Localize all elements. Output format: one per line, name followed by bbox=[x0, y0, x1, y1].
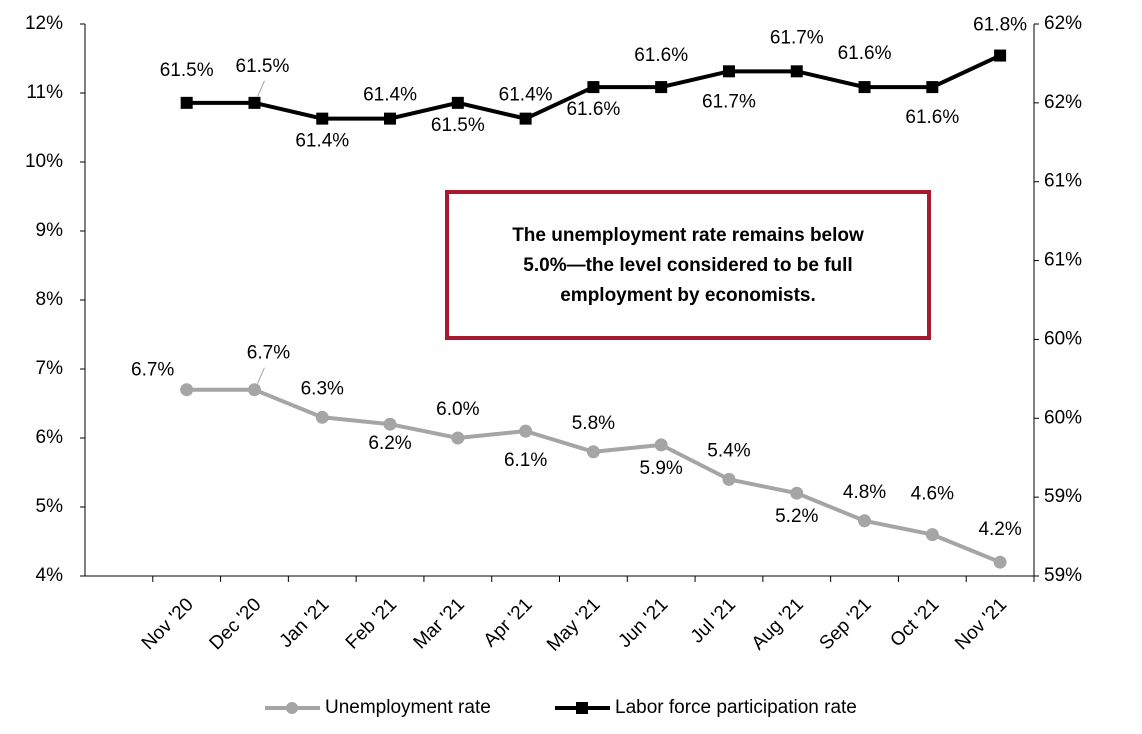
x-tick-label: Jan '21 bbox=[276, 594, 334, 652]
marker bbox=[587, 81, 600, 94]
marker bbox=[315, 410, 329, 424]
y2-tick-label: 59% bbox=[1044, 565, 1082, 586]
y2-tick-label: 60% bbox=[1044, 407, 1082, 428]
y-tick-label: 9% bbox=[36, 220, 64, 241]
y2-tick-label: 61% bbox=[1044, 250, 1082, 271]
legend-marker bbox=[286, 702, 298, 714]
y-tick-label: 4% bbox=[36, 565, 64, 586]
marker bbox=[858, 514, 872, 528]
marker bbox=[994, 49, 1007, 62]
data-label: 6.0% bbox=[436, 399, 479, 420]
leader-line bbox=[257, 80, 265, 98]
marker bbox=[180, 383, 194, 397]
y2-tick-label: 60% bbox=[1044, 328, 1082, 349]
y-tick-label: 12% bbox=[25, 13, 63, 34]
data-label: 61.5% bbox=[431, 115, 485, 136]
marker bbox=[926, 81, 939, 94]
marker bbox=[790, 65, 803, 78]
data-label: 6.3% bbox=[301, 378, 344, 399]
annotation-text: employment by economists. bbox=[560, 285, 816, 306]
marker bbox=[858, 81, 871, 94]
data-label: 6.1% bbox=[504, 450, 547, 471]
annotation-text: The unemployment rate remains below bbox=[512, 225, 864, 246]
data-label: 4.2% bbox=[978, 519, 1021, 540]
y2-tick-label: 62% bbox=[1044, 92, 1082, 113]
data-label: 6.2% bbox=[368, 433, 411, 454]
marker bbox=[248, 96, 261, 109]
data-label: 61.4% bbox=[499, 85, 553, 106]
data-label: 61.4% bbox=[295, 131, 349, 152]
legend-label: Unemployment rate bbox=[325, 697, 491, 718]
marker bbox=[722, 472, 736, 486]
data-label: 5.2% bbox=[775, 506, 818, 527]
data-label: 5.9% bbox=[640, 458, 683, 479]
marker bbox=[384, 112, 397, 125]
data-label: 4.6% bbox=[911, 484, 954, 505]
data-label: 61.6% bbox=[905, 107, 959, 128]
marker bbox=[655, 81, 668, 94]
x-tick-label: Oct '21 bbox=[886, 594, 943, 651]
y-tick-label: 10% bbox=[25, 151, 63, 172]
marker bbox=[925, 528, 939, 542]
data-label: 61.4% bbox=[363, 85, 417, 106]
x-tick-label: Dec '20 bbox=[206, 594, 266, 654]
marker bbox=[316, 112, 329, 125]
y-tick-label: 6% bbox=[36, 427, 64, 448]
marker bbox=[383, 417, 397, 431]
annotation-box bbox=[445, 190, 931, 340]
marker bbox=[519, 424, 533, 438]
data-label: 6.7% bbox=[131, 360, 174, 381]
annotation-text: 5.0%—the level considered to be full bbox=[523, 255, 852, 276]
marker bbox=[247, 383, 261, 397]
marker bbox=[993, 555, 1007, 569]
x-tick-label: Jul '21 bbox=[687, 594, 740, 647]
data-label: 61.7% bbox=[770, 27, 824, 48]
x-tick-label: Jun '21 bbox=[614, 594, 672, 652]
marker bbox=[180, 96, 193, 109]
marker bbox=[790, 486, 804, 500]
y-tick-label: 7% bbox=[36, 358, 64, 379]
x-tick-label: Feb '21 bbox=[342, 594, 401, 653]
marker bbox=[586, 445, 600, 459]
leader-line bbox=[257, 367, 265, 384]
legend-label: Labor force participation rate bbox=[615, 697, 857, 718]
x-tick-label: Aug '21 bbox=[748, 594, 808, 654]
data-label: 5.8% bbox=[572, 413, 615, 434]
marker bbox=[451, 96, 464, 109]
marker bbox=[654, 438, 668, 452]
marker bbox=[722, 65, 735, 78]
data-label: 61.6% bbox=[634, 45, 688, 66]
marker bbox=[451, 431, 465, 445]
data-label: 61.8% bbox=[973, 15, 1027, 36]
y2-tick-label: 59% bbox=[1044, 486, 1082, 507]
y2-tick-label: 61% bbox=[1044, 171, 1082, 192]
x-tick-label: Apr '21 bbox=[480, 594, 537, 651]
data-label: 61.5% bbox=[160, 60, 214, 81]
marker bbox=[519, 112, 532, 125]
y-tick-label: 5% bbox=[36, 496, 64, 517]
x-tick-label: May '21 bbox=[543, 594, 604, 655]
legend-marker bbox=[576, 702, 588, 714]
y-tick-label: 8% bbox=[36, 289, 64, 310]
data-label: 61.5% bbox=[236, 56, 290, 77]
data-label: 6.7% bbox=[247, 343, 290, 364]
data-label: 61.6% bbox=[566, 99, 620, 120]
x-tick-label: Nov '20 bbox=[138, 594, 198, 654]
y-tick-label: 11% bbox=[26, 82, 63, 103]
data-label: 61.7% bbox=[702, 91, 756, 112]
x-tick-label: Nov '21 bbox=[951, 594, 1011, 654]
data-label: 4.8% bbox=[843, 482, 886, 503]
y2-tick-label: 62% bbox=[1044, 13, 1082, 34]
x-tick-label: Mar '21 bbox=[410, 594, 469, 653]
data-label: 61.6% bbox=[838, 43, 892, 64]
data-label: 5.4% bbox=[707, 440, 750, 461]
x-tick-label: Sep '21 bbox=[816, 594, 876, 654]
